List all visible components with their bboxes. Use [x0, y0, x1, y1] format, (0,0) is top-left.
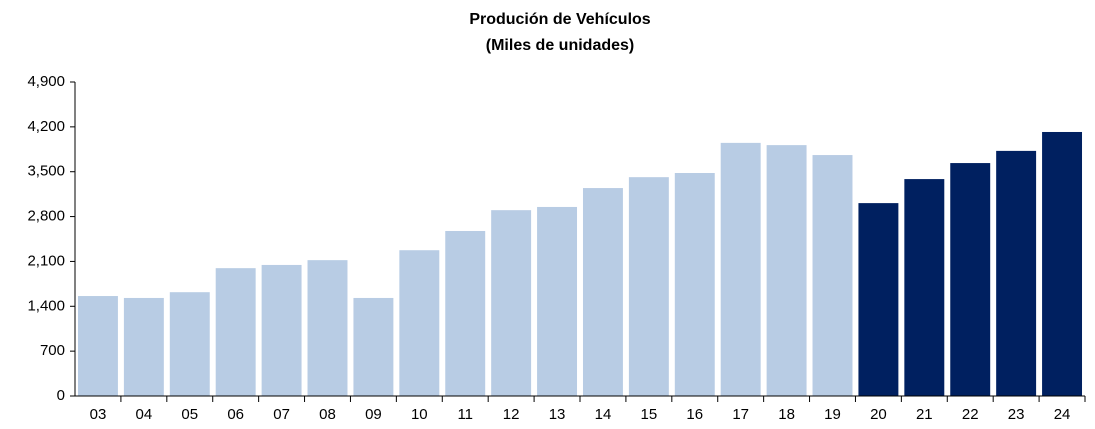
y-tick-label: 2,100 [27, 252, 65, 269]
x-tick-label: 16 [686, 406, 703, 423]
bar [812, 155, 853, 396]
bar [215, 268, 256, 396]
x-tick-label: 21 [916, 406, 933, 423]
x-tick-label: 14 [595, 406, 612, 423]
bar [766, 145, 807, 396]
y-tick-label: 3,500 [27, 163, 65, 180]
x-tick-label: 10 [411, 406, 428, 423]
bar [169, 292, 210, 396]
bar [353, 297, 394, 396]
bar [307, 260, 348, 396]
bar [399, 250, 440, 396]
bar [123, 297, 164, 396]
bar [445, 230, 486, 396]
bar [674, 172, 715, 396]
y-tick-label: 0 [57, 387, 65, 404]
x-tick-label: 17 [732, 406, 749, 423]
x-tick-label: 23 [1008, 406, 1025, 423]
x-tick-label: 13 [549, 406, 566, 423]
y-tick-label: 2,800 [27, 208, 65, 225]
x-tick-label: 06 [227, 406, 244, 423]
x-tick-label: 12 [503, 406, 520, 423]
x-tick-label: 08 [319, 406, 336, 423]
bar [77, 296, 118, 396]
y-tick-label: 700 [40, 342, 65, 359]
x-tick-label: 15 [641, 406, 658, 423]
y-tick-label: 4,900 [27, 73, 65, 90]
x-tick-label: 05 [181, 406, 198, 423]
x-tick-label: 07 [273, 406, 290, 423]
bar [582, 188, 623, 396]
bar [491, 210, 532, 396]
x-tick-label: 22 [962, 406, 979, 423]
bar [720, 142, 761, 396]
chart-subtitle: (Miles de unidades) [486, 37, 634, 54]
x-tick-label: 04 [136, 406, 153, 423]
bar [950, 163, 991, 396]
bar [537, 206, 578, 396]
x-tick-label: 24 [1054, 406, 1071, 423]
x-tick-label: 11 [457, 406, 473, 423]
bar [261, 264, 302, 396]
x-tick-label: 19 [824, 406, 841, 423]
bar [628, 177, 669, 396]
bar [1042, 131, 1083, 396]
x-tick-label: 09 [365, 406, 382, 423]
x-tick-label: 18 [778, 406, 795, 423]
x-tick-label: 20 [870, 406, 887, 423]
y-tick-label: 1,400 [27, 297, 65, 314]
bar [904, 179, 945, 396]
x-tick-label: 03 [90, 406, 107, 423]
bar [996, 150, 1037, 396]
bar [858, 203, 899, 396]
y-tick-label: 4,200 [27, 118, 65, 135]
chart-title: Produción de Vehículos [469, 11, 650, 28]
